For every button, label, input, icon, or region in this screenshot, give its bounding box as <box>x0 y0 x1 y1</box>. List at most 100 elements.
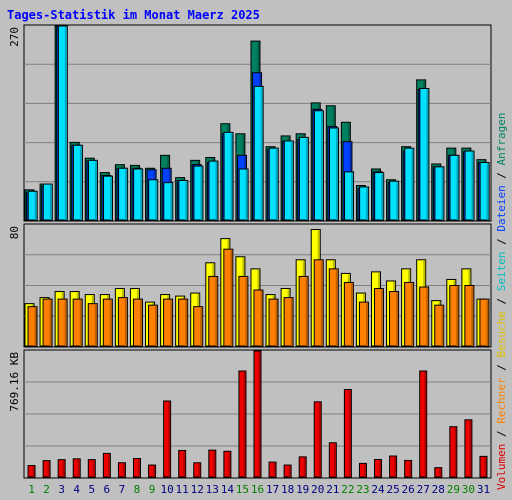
bar-rechner-29 <box>449 285 460 347</box>
bar-shade <box>110 177 113 220</box>
bar-rechner-19 <box>298 275 309 347</box>
bar-rechner-4 <box>72 298 83 347</box>
bar-rechner-3 <box>57 298 68 347</box>
bar-seiten-29 <box>449 154 460 221</box>
bar-volumen-10 <box>163 400 172 478</box>
x-tick-label-2: 2 <box>43 483 50 496</box>
bar-rechner-6 <box>102 298 113 347</box>
bar-shade <box>471 286 474 346</box>
bar-shade <box>170 300 173 346</box>
bar-volumen-8 <box>132 457 141 478</box>
bar-shade <box>288 466 291 477</box>
bar-volumen-13 <box>208 449 217 478</box>
bar-seiten-1 <box>27 190 38 221</box>
side-legend-part-1: / <box>495 424 508 444</box>
x-tick-label-19: 19 <box>296 483 309 496</box>
bar-shade <box>137 459 140 477</box>
bar-seiten-12 <box>193 165 204 221</box>
bar-shade <box>411 149 414 220</box>
bar-shade <box>62 460 65 477</box>
bar-rechner-23 <box>358 301 369 347</box>
bar-shade <box>198 463 201 477</box>
bar-shade <box>305 138 308 220</box>
bar-rechner-21 <box>328 268 339 347</box>
bar-shade <box>320 111 323 220</box>
bar-shade <box>350 283 353 346</box>
bar-shade <box>303 457 306 477</box>
bar-volumen-17 <box>268 461 277 478</box>
bar-shade <box>424 372 427 477</box>
bar-seiten-22 <box>344 171 355 221</box>
x-tick-label-8: 8 <box>134 483 141 496</box>
bar-shade <box>290 298 293 346</box>
y-axis-label-middle: 80 <box>8 226 21 239</box>
bar-volumen-28 <box>434 467 443 478</box>
bar-shade <box>484 457 487 477</box>
x-tick-label-7: 7 <box>119 483 126 496</box>
bar-volumen-14 <box>223 450 232 478</box>
bar-seiten-10 <box>163 182 174 221</box>
x-tick-label-25: 25 <box>386 483 399 496</box>
x-tick-label-28: 28 <box>432 483 445 496</box>
bar-rechner-15 <box>238 275 249 347</box>
x-tick-label-3: 3 <box>58 483 65 496</box>
bar-rechner-30 <box>464 285 475 347</box>
bar-rechner-20 <box>313 259 324 347</box>
x-tick-label-26: 26 <box>402 483 415 496</box>
bar-shade <box>49 300 52 346</box>
x-tick-label-12: 12 <box>191 483 204 496</box>
bar-shade <box>363 464 366 477</box>
bar-rechner-18 <box>283 297 294 347</box>
bar-shade <box>396 292 399 346</box>
bar-volumen-7 <box>117 462 126 478</box>
bar-shade <box>155 180 158 220</box>
x-tick-label-21: 21 <box>326 483 339 496</box>
bar-shade <box>168 401 171 477</box>
side-legend-part-8: Dateien <box>495 185 508 231</box>
bar-shade <box>380 289 383 346</box>
bar-shade <box>290 141 293 220</box>
x-tick-label-20: 20 <box>311 483 324 496</box>
side-legend-part-9: / <box>495 165 508 185</box>
bar-volumen-20 <box>313 401 322 478</box>
bar-volumen-15 <box>238 370 247 478</box>
bar-shade <box>47 461 50 477</box>
bar-shade <box>77 459 80 477</box>
bar-seiten-7 <box>118 167 129 221</box>
bar-volumen-19 <box>298 456 307 478</box>
bar-volumen-3 <box>57 459 66 478</box>
bar-shade <box>273 463 276 477</box>
side-legend-part-6: Seiten <box>495 252 508 292</box>
bar-shade <box>426 89 429 220</box>
bar-rechner-16 <box>253 289 264 347</box>
bar-volumen-5 <box>87 459 96 478</box>
bar-seiten-24 <box>374 172 385 221</box>
bar-shade <box>471 152 474 220</box>
bar-shade <box>469 420 472 477</box>
bar-seiten-4 <box>72 144 83 221</box>
x-tick-label-1: 1 <box>28 483 35 496</box>
bar-seiten-11 <box>178 179 189 221</box>
bar-volumen-26 <box>404 459 413 478</box>
bar-rechner-12 <box>193 306 204 347</box>
bar-shade <box>441 306 444 346</box>
bar-rechner-5 <box>87 303 98 347</box>
bar-seiten-26 <box>404 147 415 221</box>
bar-rechner-10 <box>163 298 174 347</box>
bar-seiten-31 <box>479 162 490 221</box>
y-axis-label-top: 270 <box>8 27 21 47</box>
x-tick-label-24: 24 <box>371 483 385 496</box>
bar-seiten-13 <box>208 160 219 221</box>
x-tick-label-6: 6 <box>104 483 111 496</box>
side-legend: Volumen / Rechner / Besuche / Seiten / D… <box>495 112 508 490</box>
bar-shade <box>213 451 216 477</box>
x-tick-label-10: 10 <box>160 483 173 496</box>
bar-volumen-23 <box>358 462 367 478</box>
bar-shade <box>64 300 67 346</box>
bar-shade <box>486 163 489 220</box>
bar-shade <box>243 372 246 477</box>
bar-volumen-24 <box>374 458 383 478</box>
bar-shade <box>335 129 338 220</box>
bar-shade <box>366 187 369 220</box>
